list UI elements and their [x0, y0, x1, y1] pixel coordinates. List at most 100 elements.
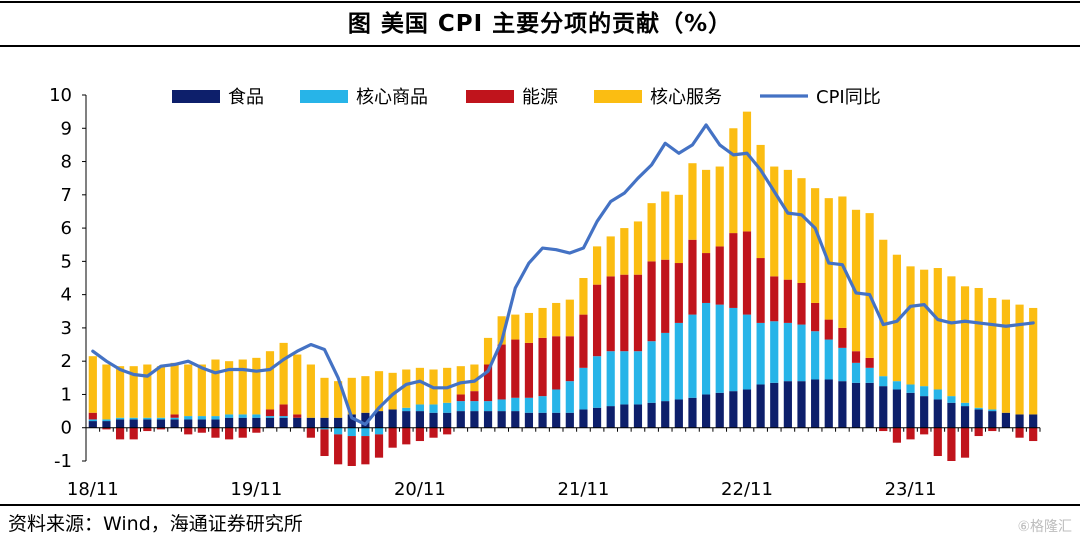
bar-food	[211, 419, 220, 428]
bar-core_goods	[647, 341, 656, 403]
bar-energy	[620, 274, 629, 352]
bar-core_goods	[742, 314, 752, 390]
bar-core_goods	[361, 427, 370, 437]
bar-core_goods	[879, 376, 888, 387]
bar-core_goods	[988, 409, 997, 412]
bar-energy	[88, 412, 97, 420]
y-tick-label: 4	[61, 285, 72, 306]
bar-core_goods	[838, 347, 847, 382]
x-tick-label: 18/11	[67, 479, 119, 500]
cpi-line-series	[91, 123, 1035, 426]
bar-core_goods	[661, 332, 670, 402]
bar-energy	[1015, 427, 1024, 438]
bar-energy	[661, 259, 670, 333]
bar-core_goods	[129, 417, 138, 420]
bar-core_goods	[947, 396, 956, 403]
bar-core_services	[211, 359, 220, 417]
bar-core_services	[688, 163, 697, 240]
bar-core_services	[892, 254, 901, 382]
bar-core_services	[374, 371, 384, 412]
bar-food	[715, 392, 724, 428]
bar-core_services	[320, 377, 329, 418]
bar-food	[661, 401, 670, 428]
bar-core_services	[552, 302, 561, 337]
bar-energy	[797, 282, 806, 325]
bar-core_goods	[415, 404, 424, 412]
bar-food	[306, 417, 315, 428]
y-tick-label: 2	[61, 351, 72, 372]
bar-food	[960, 406, 970, 428]
bar-energy	[865, 357, 874, 368]
bar-food	[115, 419, 125, 428]
bar-energy	[374, 434, 384, 458]
bar-core_goods	[238, 414, 247, 418]
bar-core_services	[265, 351, 275, 410]
bar-energy	[920, 427, 929, 435]
bar-core_goods	[783, 322, 792, 382]
bar-food	[252, 417, 261, 428]
bar-energy	[715, 246, 724, 305]
bar-core_goods	[320, 427, 329, 430]
bar-energy	[129, 427, 138, 440]
bar-energy	[252, 427, 261, 433]
bar-food	[906, 392, 915, 428]
bar-food	[524, 412, 534, 428]
bar-core_services	[115, 366, 125, 418]
bar-energy	[347, 436, 356, 466]
bar-food	[511, 411, 520, 428]
bar-core_goods	[920, 386, 929, 397]
bar-core_services	[620, 228, 629, 275]
bar-food	[415, 411, 424, 428]
bar-core_services	[524, 312, 534, 343]
bar-food	[606, 406, 615, 428]
bar-food	[388, 409, 397, 428]
bar-food	[129, 419, 138, 428]
bar-energy	[811, 302, 820, 332]
bar-energy	[306, 427, 315, 438]
bar-energy	[906, 427, 915, 440]
x-tick-label: 19/11	[230, 479, 282, 500]
bar-core_goods	[906, 384, 915, 393]
bar-core_goods	[115, 417, 125, 420]
bar-core_goods	[688, 314, 697, 398]
bar-core_services	[906, 266, 915, 385]
bar-core_goods	[497, 399, 506, 412]
bar-food	[988, 411, 997, 428]
bar-energy	[742, 231, 752, 315]
y-tick-label: 3	[61, 318, 72, 339]
bar-food	[102, 421, 111, 428]
bar-core_goods	[429, 404, 438, 413]
legend-label-food: 食品	[228, 87, 264, 108]
bottom-rule	[0, 504, 1080, 506]
bar-food	[920, 396, 929, 428]
y-tick-label: 9	[61, 118, 72, 139]
bar-food	[702, 394, 711, 428]
legend: 食品 核心商品 能源 核心服务 CPI同比	[172, 87, 881, 108]
bar-core_services	[633, 221, 643, 275]
bar-core_goods	[456, 401, 465, 412]
bar-core_goods	[443, 402, 452, 413]
bar-core_goods	[592, 356, 602, 408]
bar-food	[1015, 414, 1024, 428]
x-tick-label: 22/11	[721, 479, 773, 500]
bar-energy	[293, 414, 302, 418]
bar-core_services	[947, 276, 956, 397]
bar-energy	[238, 427, 247, 438]
bar-core_services	[879, 239, 888, 377]
bar-food	[483, 411, 493, 428]
title-rule	[0, 45, 1080, 47]
bar-core_services	[415, 367, 424, 405]
bar-energy	[702, 253, 711, 303]
legend-swatch-energy	[466, 90, 514, 103]
bar-energy	[429, 427, 438, 438]
bar-core_services	[933, 268, 942, 390]
bar-core_goods	[565, 381, 574, 413]
bar-food	[184, 419, 193, 428]
bar-energy	[170, 414, 179, 418]
bar-food	[225, 417, 234, 428]
bar-core_services	[197, 364, 206, 417]
bar-core_services	[811, 188, 820, 303]
source-note: 资料来源：Wind，海通证券研究所	[8, 513, 303, 535]
bar-core_services	[756, 144, 765, 259]
bar-energy	[579, 314, 588, 368]
